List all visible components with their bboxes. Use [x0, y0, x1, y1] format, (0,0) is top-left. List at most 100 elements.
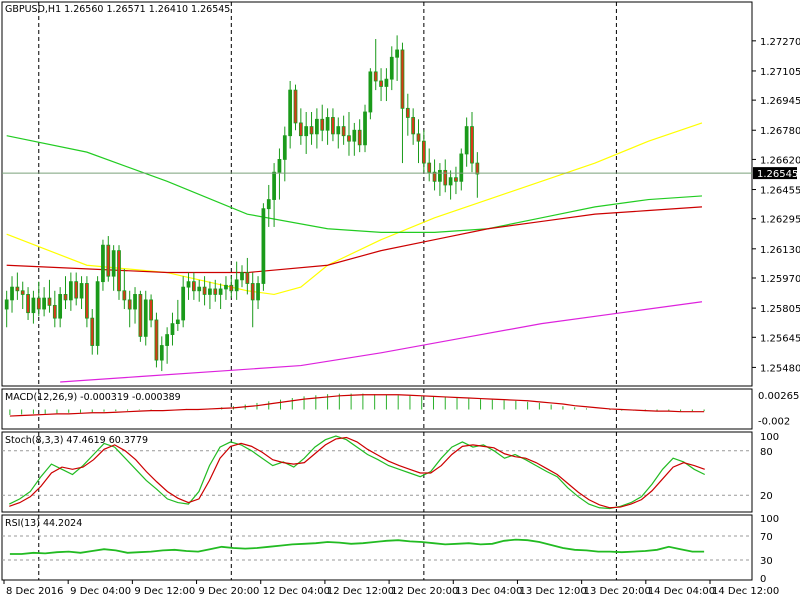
candle-body [320, 118, 325, 131]
candle-body [117, 250, 121, 292]
candle-body [208, 288, 212, 295]
candle-body [341, 126, 346, 137]
stoch-signal-line [9, 436, 705, 509]
candle [4, 290, 9, 328]
time-tick-label: 8 Dec 2016 [6, 586, 64, 597]
candle-body [293, 89, 298, 124]
candle [368, 68, 373, 120]
stochastic-indicator [9, 435, 705, 510]
candle-body [52, 304, 57, 319]
candle [245, 257, 250, 295]
candle-body [454, 177, 458, 182]
candle-body [459, 153, 464, 182]
ma-slow-line [60, 301, 703, 383]
candle [266, 184, 271, 227]
candle-body [74, 281, 79, 299]
candle-body [347, 135, 351, 142]
candle [395, 35, 399, 81]
rsi-title: RSI(13) 44.2024 [5, 518, 82, 529]
candle [138, 290, 143, 342]
candle [218, 283, 223, 310]
candle-body [272, 171, 276, 200]
candle-body [159, 345, 164, 361]
candle-body [357, 129, 362, 146]
candle [288, 80, 293, 149]
candle [63, 276, 68, 310]
candles [4, 35, 480, 372]
rsi-indicator [9, 538, 705, 555]
candle [202, 276, 207, 306]
candle-body [68, 281, 73, 301]
candle [95, 276, 100, 355]
candle-body [288, 89, 293, 137]
candle-body [421, 140, 426, 164]
candle [400, 42, 405, 164]
macd-indicator [9, 393, 705, 417]
current-price-tag [753, 167, 797, 180]
candle [448, 170, 453, 200]
candle [149, 294, 153, 328]
candle-body [186, 281, 191, 288]
ma-mid-line [6, 135, 703, 233]
price-tick-label: 1.26620 [760, 155, 800, 166]
candle-body [224, 284, 228, 290]
price-tick-label: 1.27105 [760, 67, 800, 78]
candle-body [256, 283, 260, 301]
candle-body [309, 126, 314, 135]
price-tick-label: 1.27270 [760, 37, 800, 48]
candle-body [464, 126, 469, 155]
candle-body [411, 117, 416, 135]
price-pane [1, 1, 753, 387]
time-tick-label: 12 Dec 20:00 [391, 586, 458, 597]
candle [261, 203, 266, 291]
current-price-label: 1.26545 [757, 169, 798, 180]
candle-body [4, 299, 9, 310]
price-axis: 1.27270 1.27105 1.26945 1.26780 1.26620 1.264… [752, 37, 800, 374]
candle-body [384, 78, 389, 87]
candle-body [304, 126, 309, 137]
indicator-levels [2, 450, 752, 561]
time-tick-label: 9 Dec 12:00 [134, 586, 195, 597]
indicator-axes: 0.002655 -0.002 100 80 20 100 70 30 0 [758, 391, 800, 585]
candle-body [101, 244, 105, 283]
candle-body [202, 286, 207, 295]
candle-body [363, 111, 367, 146]
candle [459, 148, 464, 191]
candle [347, 111, 351, 156]
candle [363, 104, 367, 153]
stoch-tick-label: 80 [760, 447, 773, 458]
candle [229, 276, 234, 299]
candle [58, 287, 63, 328]
time-tick-label: 13 Dec 12:00 [519, 586, 586, 597]
candle-body [79, 283, 84, 299]
candle-body [122, 290, 127, 301]
candle-body [416, 133, 421, 142]
candle [405, 93, 410, 136]
candle [443, 159, 448, 193]
candle-body [229, 284, 234, 292]
time-axis: 8 Dec 2016 9 Dec 04:00 9 Dec 12:00 9 Dec 20… [3, 580, 779, 597]
candle [293, 84, 298, 131]
candle [331, 108, 335, 142]
rsi-tick-label: 70 [760, 532, 773, 543]
candle [117, 245, 121, 300]
candle [36, 281, 41, 317]
stoch-tick-label: 100 [760, 432, 779, 443]
candle [52, 290, 57, 328]
candle [277, 148, 282, 200]
candle-body [282, 135, 287, 160]
time-tick-label: 9 Dec 04:00 [70, 586, 131, 597]
candle-body [31, 297, 36, 314]
candle [438, 163, 442, 196]
price-tick-label: 1.25805 [760, 304, 800, 315]
candle [74, 272, 79, 306]
price-tick-label: 1.25970 [760, 274, 800, 285]
candle-body [352, 129, 357, 142]
candle-body [373, 71, 378, 82]
candle-body [438, 169, 442, 182]
candle [470, 111, 474, 173]
candle [15, 272, 20, 300]
day-separators [38, 2, 617, 580]
candle [111, 245, 116, 291]
